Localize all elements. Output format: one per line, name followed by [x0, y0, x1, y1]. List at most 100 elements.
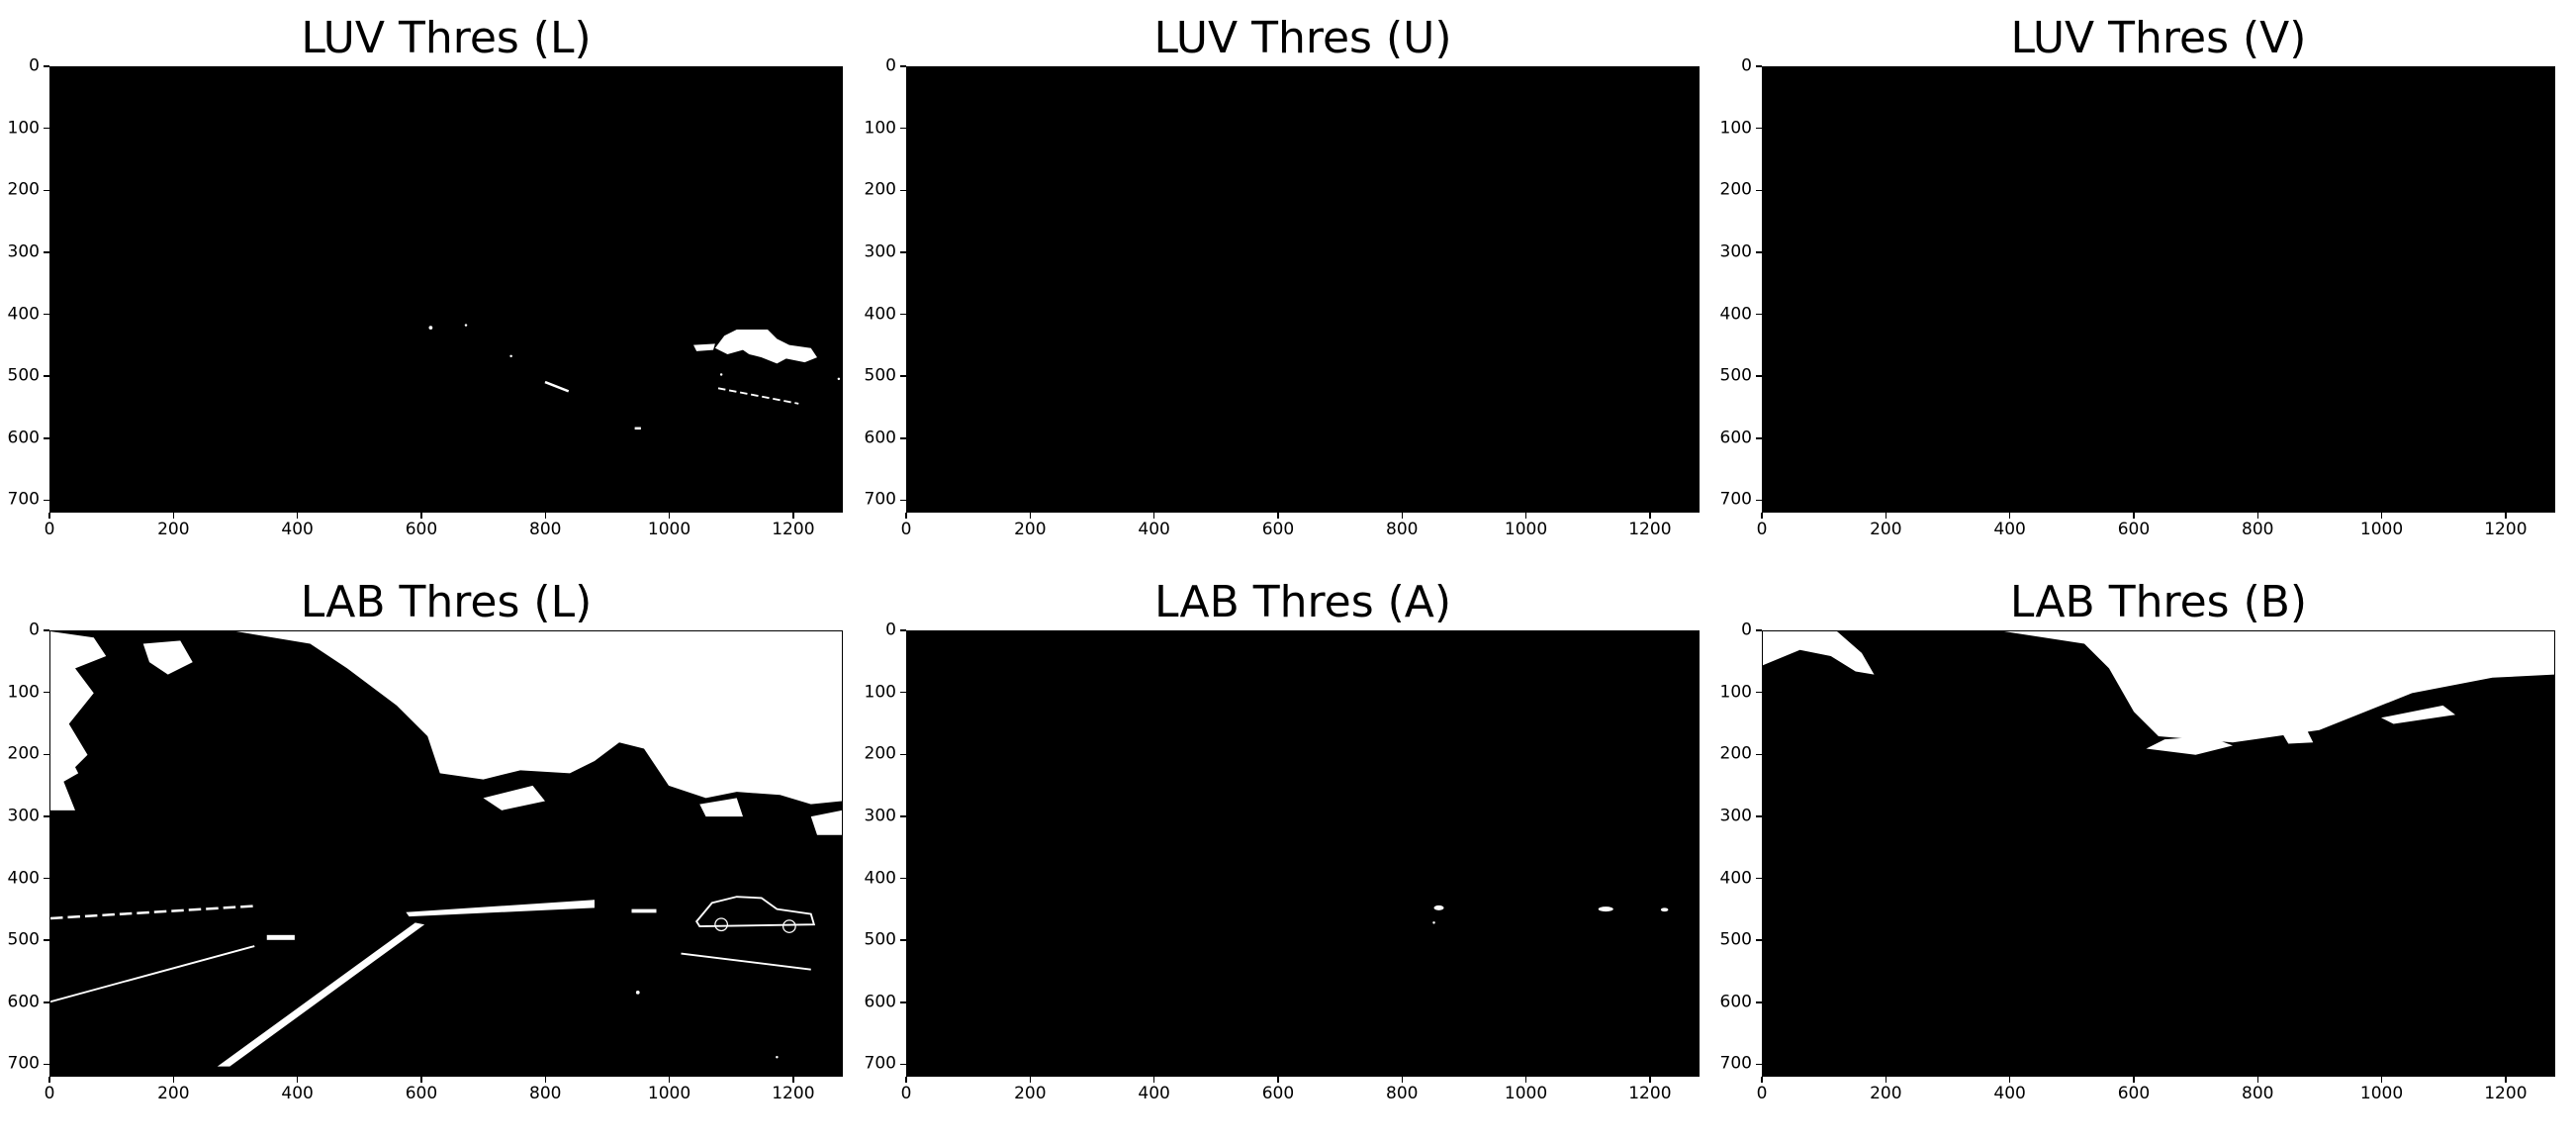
subplot-title: LAB Thres (L) — [300, 577, 593, 627]
x-tick-label: 200 — [1014, 520, 1047, 539]
y-tick-label: 400 — [864, 868, 896, 889]
y-tick-mark — [900, 1001, 906, 1003]
subplot-title: LUV Thres (L) — [301, 13, 592, 63]
y-tick-label: 400 — [7, 304, 40, 325]
y-tick-label: 700 — [1719, 489, 1752, 510]
threshold-image — [906, 66, 1700, 513]
y-tick-mark — [1756, 189, 1762, 192]
y-tick-label: 100 — [1719, 118, 1752, 139]
y-tick-label: 500 — [7, 365, 40, 386]
x-tick-label: 1000 — [1504, 520, 1548, 539]
y-tick-label: 200 — [864, 743, 896, 764]
y-tick-mark — [1756, 753, 1762, 756]
x-tick-mark — [905, 513, 907, 519]
y-tick-mark — [44, 313, 49, 316]
mask-region — [714, 917, 728, 932]
threshold-image — [49, 630, 843, 1077]
y-tick-label: 600 — [864, 428, 896, 448]
x-tick-label: 200 — [157, 520, 190, 539]
x-tick-label: 400 — [1993, 520, 2026, 539]
y-tick-mark — [900, 65, 906, 67]
x-tick-label: 1200 — [2484, 520, 2528, 539]
x-tick-mark — [1277, 513, 1279, 519]
y-tick-label: 100 — [864, 682, 896, 703]
threshold-image — [49, 66, 843, 513]
x-tick-mark — [48, 513, 50, 519]
x-tick-mark — [1885, 513, 1887, 519]
x-tick-mark — [2133, 513, 2135, 519]
y-tick-label: 0 — [29, 620, 40, 640]
y-tick-mark — [900, 753, 906, 756]
x-tick-label: 1200 — [772, 1084, 815, 1103]
y-tick-mark — [44, 437, 49, 439]
x-tick-mark — [1029, 1077, 1032, 1083]
mask-region — [1598, 906, 1613, 912]
y-tick-label: 600 — [1719, 992, 1752, 1012]
x-tick-label: 1200 — [772, 520, 815, 539]
binary-mask — [50, 631, 842, 1076]
x-tick-label: 400 — [1993, 1084, 2026, 1103]
binary-mask — [1763, 67, 2554, 512]
mask-region — [1660, 907, 1669, 912]
y-tick-mark — [900, 939, 906, 941]
y-tick-label: 0 — [885, 55, 896, 76]
mask-region — [2282, 729, 2314, 744]
subplot-title: LUV Thres (V) — [2010, 13, 2307, 63]
x-tick-label: 800 — [2242, 1084, 2274, 1103]
mask-region — [693, 343, 715, 351]
binary-mask — [907, 67, 1699, 512]
y-tick-label: 300 — [1719, 806, 1752, 826]
x-tick-mark — [544, 1077, 546, 1083]
mask-region — [2146, 736, 2233, 755]
x-tick-mark — [2380, 513, 2383, 519]
x-tick-label: 0 — [900, 1084, 912, 1103]
y-tick-label: 0 — [885, 620, 896, 640]
mask-region — [634, 427, 641, 430]
y-tick-mark — [900, 251, 906, 253]
y-tick-label: 100 — [1719, 682, 1752, 703]
y-tick-label: 200 — [1719, 743, 1752, 764]
y-tick-mark — [1756, 691, 1762, 694]
x-tick-mark — [2008, 513, 2011, 519]
y-tick-mark — [44, 65, 49, 67]
binary-mask — [428, 324, 841, 430]
x-tick-mark — [1524, 513, 1527, 519]
y-tick-label: 300 — [7, 241, 40, 262]
y-tick-label: 500 — [7, 929, 40, 950]
x-tick-label: 400 — [281, 1084, 314, 1103]
mask-region — [1763, 631, 1875, 675]
y-tick-label: 600 — [7, 992, 40, 1012]
y-tick-mark — [900, 127, 906, 130]
mask-region — [837, 377, 841, 381]
x-tick-mark — [172, 513, 175, 519]
y-tick-label: 500 — [1719, 929, 1752, 950]
mask-region — [714, 330, 817, 364]
y-tick-label: 600 — [864, 992, 896, 1012]
y-tick-mark — [900, 629, 906, 631]
x-tick-label: 200 — [157, 1084, 190, 1103]
y-tick-label: 700 — [7, 1053, 40, 1074]
threshold-image — [1762, 630, 2555, 1077]
y-tick-label: 100 — [864, 118, 896, 139]
y-tick-label: 300 — [7, 806, 40, 826]
y-tick-label: 300 — [1719, 241, 1752, 262]
y-tick-mark — [44, 877, 49, 880]
x-tick-label: 600 — [2117, 1084, 2151, 1103]
y-tick-label: 300 — [864, 241, 896, 262]
mask-region — [810, 810, 842, 835]
y-tick-mark — [44, 939, 49, 941]
y-tick-label: 400 — [7, 868, 40, 889]
x-tick-mark — [296, 513, 299, 519]
y-tick-label: 200 — [1719, 179, 1752, 200]
binary-mask — [1432, 905, 1669, 924]
mask-region — [509, 354, 512, 358]
mask-region — [483, 785, 545, 810]
x-tick-label: 200 — [1870, 520, 1902, 539]
y-tick-label: 100 — [7, 118, 40, 139]
y-tick-mark — [1756, 127, 1762, 130]
x-tick-mark — [420, 1077, 422, 1083]
x-tick-label: 1200 — [1628, 520, 1672, 539]
x-tick-label: 600 — [405, 1084, 438, 1103]
subplot-title: LUV Thres (U) — [1153, 13, 1452, 63]
y-tick-label: 500 — [864, 365, 896, 386]
